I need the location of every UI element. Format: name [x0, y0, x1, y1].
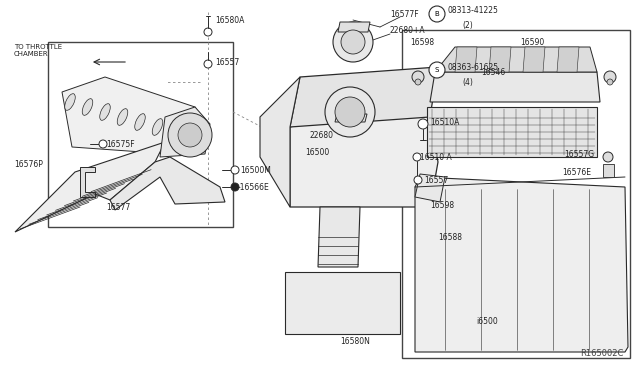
- Polygon shape: [338, 22, 370, 32]
- Circle shape: [325, 87, 375, 137]
- Text: R165002C: R165002C: [580, 350, 623, 359]
- Text: 16557: 16557: [215, 58, 239, 67]
- Polygon shape: [489, 47, 511, 72]
- Circle shape: [607, 79, 613, 85]
- Polygon shape: [160, 107, 210, 157]
- Circle shape: [231, 183, 239, 191]
- Polygon shape: [285, 272, 400, 334]
- Text: 16546: 16546: [481, 67, 506, 77]
- Polygon shape: [110, 157, 225, 210]
- Polygon shape: [557, 47, 579, 72]
- Polygon shape: [260, 77, 300, 207]
- Polygon shape: [62, 77, 210, 154]
- Circle shape: [333, 22, 373, 62]
- Text: 16510A: 16510A: [430, 118, 460, 126]
- Circle shape: [168, 113, 212, 157]
- Text: (2): (2): [462, 20, 473, 29]
- Polygon shape: [603, 164, 614, 177]
- Ellipse shape: [117, 109, 128, 125]
- Circle shape: [99, 140, 107, 148]
- Polygon shape: [290, 102, 438, 207]
- Polygon shape: [290, 67, 438, 127]
- Circle shape: [604, 71, 616, 83]
- Polygon shape: [415, 177, 628, 352]
- Ellipse shape: [135, 114, 145, 130]
- Text: 16510 A: 16510 A: [420, 153, 452, 161]
- Polygon shape: [80, 167, 95, 197]
- Circle shape: [412, 71, 424, 83]
- Polygon shape: [455, 47, 477, 72]
- Text: 16577: 16577: [106, 202, 131, 212]
- Text: 08313-41225: 08313-41225: [447, 6, 498, 15]
- Circle shape: [429, 6, 445, 22]
- Ellipse shape: [152, 119, 163, 135]
- Circle shape: [429, 62, 445, 78]
- Polygon shape: [318, 207, 360, 267]
- Polygon shape: [415, 174, 445, 202]
- Circle shape: [335, 97, 365, 127]
- Text: 16557: 16557: [424, 176, 448, 185]
- Text: 22680+A: 22680+A: [390, 26, 426, 35]
- Circle shape: [178, 123, 202, 147]
- Circle shape: [204, 28, 212, 36]
- Bar: [427, 107, 597, 157]
- Circle shape: [231, 166, 239, 174]
- Circle shape: [415, 79, 421, 85]
- Text: 16557G: 16557G: [564, 150, 594, 158]
- Text: 16575F: 16575F: [106, 140, 134, 148]
- Ellipse shape: [65, 94, 76, 110]
- Text: 16577F: 16577F: [390, 10, 419, 19]
- Polygon shape: [335, 114, 367, 122]
- Text: 16598: 16598: [410, 38, 434, 46]
- Circle shape: [418, 119, 428, 129]
- Ellipse shape: [100, 104, 110, 120]
- Text: S: S: [435, 67, 439, 73]
- Text: i6500: i6500: [476, 317, 498, 327]
- Text: 08363-61625: 08363-61625: [447, 62, 498, 71]
- Circle shape: [341, 30, 365, 54]
- Text: B: B: [435, 11, 440, 17]
- Bar: [402, 30, 630, 358]
- Text: 16588: 16588: [438, 232, 462, 241]
- Text: 16576P: 16576P: [14, 160, 43, 169]
- Circle shape: [204, 60, 212, 68]
- Polygon shape: [15, 142, 165, 232]
- Text: 16590: 16590: [520, 38, 544, 46]
- Text: 16576E: 16576E: [562, 167, 591, 176]
- Circle shape: [603, 152, 613, 162]
- Ellipse shape: [83, 99, 93, 115]
- Text: 16580A: 16580A: [215, 16, 244, 25]
- Text: -16566E: -16566E: [238, 183, 269, 192]
- Text: 16580N: 16580N: [340, 337, 370, 346]
- Polygon shape: [523, 47, 545, 72]
- Circle shape: [413, 153, 421, 161]
- Circle shape: [414, 176, 422, 184]
- Bar: [48, 42, 233, 227]
- Text: 16598: 16598: [430, 201, 454, 209]
- Text: 16500: 16500: [305, 148, 329, 157]
- Polygon shape: [435, 47, 597, 72]
- Text: (4): (4): [462, 77, 473, 87]
- Polygon shape: [430, 72, 600, 102]
- Text: 22680: 22680: [310, 131, 334, 140]
- Text: TO THROTTLE
CHAMBER: TO THROTTLE CHAMBER: [14, 44, 62, 57]
- Text: 16500M: 16500M: [240, 166, 271, 174]
